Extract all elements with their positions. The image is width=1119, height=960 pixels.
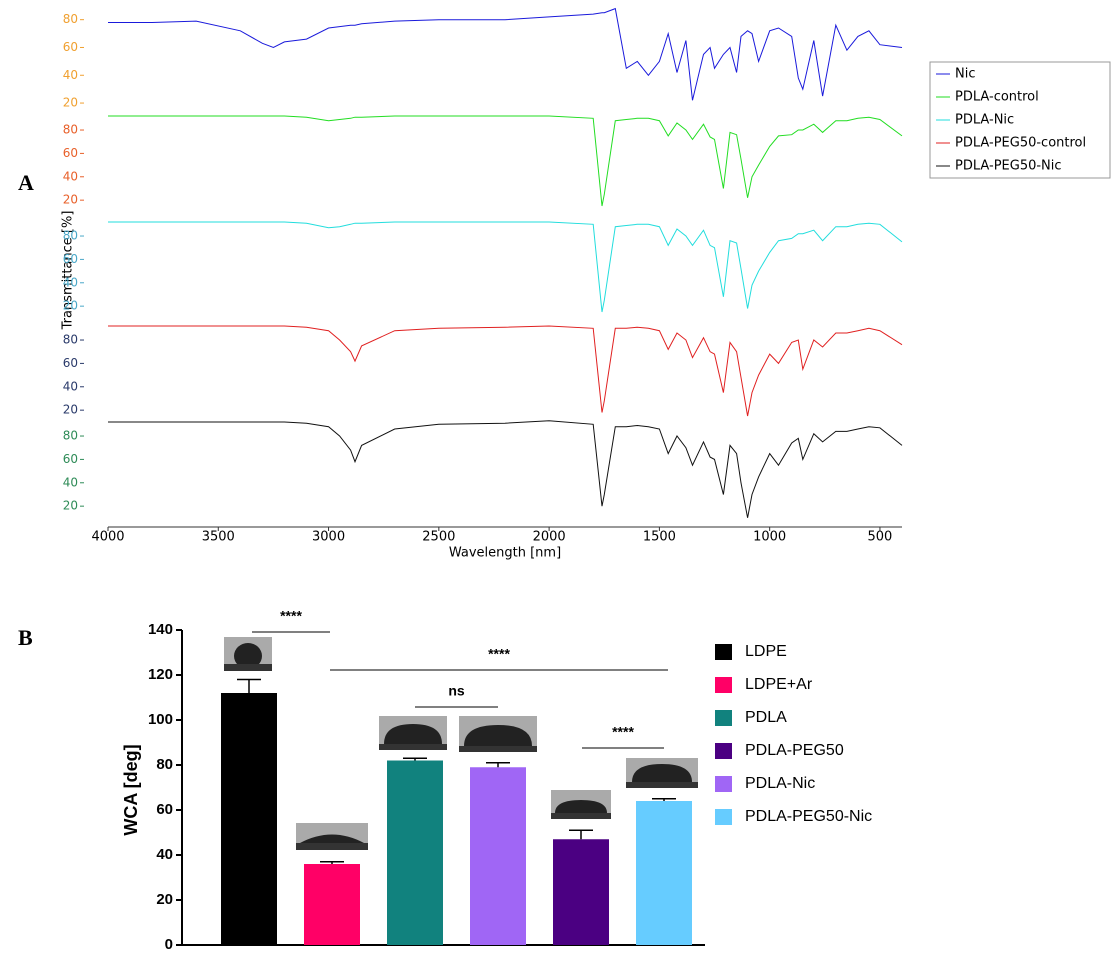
y-tick-label: 20 xyxy=(63,403,78,417)
y-tick-label: 60 xyxy=(63,40,78,54)
y-tick-label: 80 xyxy=(63,12,78,26)
y-tick-label: 20 xyxy=(63,96,78,110)
x-tick-label: 2500 xyxy=(422,530,455,545)
y-tick-label: 60 xyxy=(63,146,78,160)
x-tick-label: 3000 xyxy=(312,530,345,545)
y-tick-label: 40 xyxy=(63,379,78,393)
substrate xyxy=(224,664,272,671)
droplet xyxy=(464,725,532,746)
y-tick-label: 40 xyxy=(156,846,173,863)
y-tick-label: 20 xyxy=(63,193,78,207)
y-tick-label: 40 xyxy=(63,275,78,289)
x-tick-label: 2000 xyxy=(533,530,566,545)
y-tick-label: 20 xyxy=(63,299,78,313)
droplet xyxy=(300,834,364,843)
substrate xyxy=(551,813,611,819)
legend-label: PDLA-control xyxy=(955,90,1039,105)
significance-label: **** xyxy=(280,608,302,624)
droplet-images xyxy=(224,637,698,850)
substrate xyxy=(379,744,447,750)
y-tick-label: 60 xyxy=(63,356,78,370)
bar xyxy=(553,839,609,945)
substrate xyxy=(459,746,537,752)
bar xyxy=(304,864,360,945)
y-tick-label: 40 xyxy=(63,169,78,183)
y-tick-label: 60 xyxy=(63,252,78,266)
bar xyxy=(636,801,692,945)
y-tick-label: 140 xyxy=(148,621,173,638)
legend-label: LDPE xyxy=(745,643,787,660)
legend-label: PDLA-Nic xyxy=(955,113,1014,128)
x-axis-title: Wavelength [nm] xyxy=(449,546,561,561)
legend-label: PDLA-PEG50-Nic xyxy=(745,808,872,825)
legend-label: LDPE+Ar xyxy=(745,676,813,693)
legend-box xyxy=(929,61,1111,179)
bar xyxy=(470,767,526,945)
y-tick-label: 80 xyxy=(63,333,78,347)
significance-label: ns xyxy=(448,683,465,699)
substrate xyxy=(626,782,698,788)
legend-label: PDLA-PEG50-control xyxy=(955,136,1086,151)
x-tick-label: 1500 xyxy=(643,530,676,545)
x-tick-label: 1000 xyxy=(753,530,786,545)
spectrum-line xyxy=(108,221,903,313)
legend-label: PDLA-Nic xyxy=(745,775,815,792)
y-tick-label: 80 xyxy=(63,429,78,443)
bar xyxy=(221,693,277,945)
y-tick-label: 120 xyxy=(148,666,173,683)
y-tick-label: 80 xyxy=(63,229,78,243)
y-axis-title: WCA [deg] xyxy=(121,744,141,835)
y-axis-title: Transmittance [%] xyxy=(61,211,76,331)
legend-swatch xyxy=(715,644,732,660)
significance-label: **** xyxy=(612,724,634,740)
droplet xyxy=(555,800,607,813)
y-tick-label: 40 xyxy=(63,475,78,489)
legend-label: PDLA-PEG50-Nic xyxy=(955,159,1062,174)
bar xyxy=(387,760,443,945)
substrate xyxy=(296,843,368,850)
y-tick-label: 60 xyxy=(63,452,78,466)
y-tick-label: 100 xyxy=(148,711,173,728)
legend-swatch xyxy=(715,776,732,792)
y-tick-label: 20 xyxy=(156,891,173,908)
spectrum-line xyxy=(108,420,903,518)
y-tick-label: 80 xyxy=(156,756,173,773)
spectrum-line xyxy=(108,325,903,417)
x-tick-label: 500 xyxy=(868,530,893,545)
spectrum-line xyxy=(108,115,903,207)
legend-label: PDLA-PEG50 xyxy=(745,742,844,759)
legend-swatch xyxy=(715,710,732,726)
panel-label: B xyxy=(18,625,33,650)
legend-swatch xyxy=(715,677,732,693)
y-tick-label: 40 xyxy=(63,68,78,82)
panel-label: A xyxy=(18,170,34,195)
x-tick-label: 3500 xyxy=(202,530,235,545)
legend-swatch xyxy=(715,809,732,825)
y-tick-label: 0 xyxy=(165,936,173,953)
x-tick-label: 4000 xyxy=(91,530,124,545)
y-tick-label: 20 xyxy=(63,499,78,513)
legend-label: Nic xyxy=(955,67,975,82)
y-tick-label: 60 xyxy=(156,801,173,818)
droplet xyxy=(234,643,262,669)
legend-label: PDLA xyxy=(745,709,787,726)
droplet xyxy=(384,724,442,744)
y-tick-label: 80 xyxy=(63,123,78,137)
droplet xyxy=(632,764,692,782)
significance-label: **** xyxy=(488,646,510,662)
legend-swatch xyxy=(715,743,732,759)
spectrum-line xyxy=(108,7,903,101)
